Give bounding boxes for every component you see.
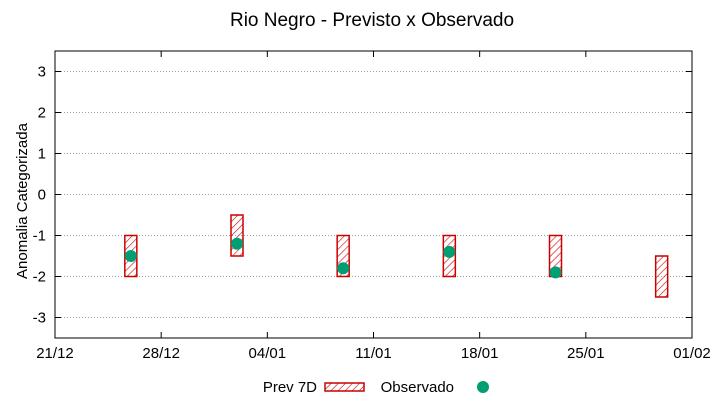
x-tick-label: 25/01 [567,345,605,362]
x-tick-label: 04/01 [249,345,287,362]
y-tick-label: -3 [33,310,46,327]
plot-frame [54,50,693,339]
y-tick-label: -2 [33,269,46,286]
x-tick-label: 28/12 [142,345,180,362]
y-tick-label: 3 [38,64,46,81]
x-tick-label: 21/12 [36,345,74,362]
forecast-range-bar [654,255,669,298]
forecast-range-bar [230,214,244,257]
observed-point [443,245,456,258]
y-axis-label: Anomalia Categorizada [14,122,31,279]
observed-point [124,250,137,262]
x-tick-label: 11/01 [355,345,391,362]
legend-swatch-prev-7d [324,382,365,392]
y-tick-label: 1 [38,146,46,163]
legend-label-prev-7d: Prev 7D [263,379,317,396]
observed-point [231,237,243,250]
y-tick-label: 0 [38,187,46,204]
observed-point [549,266,562,279]
x-tick-label: 18/01 [461,345,499,362]
data-marks [124,214,669,298]
gridlines [55,71,692,318]
legend: Prev 7D Observado [263,379,489,396]
axis-ticks: 3 2 1 0 -1 -2 -3 21/12 28/12 04/01 11/01 18/01 25/01… [33,51,711,362]
x-tick-label: 01/02 [673,345,711,362]
y-tick-label: 2 [38,105,46,122]
y-tick-label: -1 [33,228,46,245]
legend-label-observado: Observado [381,379,454,396]
observed-point [337,262,350,275]
chart-title: Rio Negro - Previsto x Observado [230,10,514,31]
legend-marker-observado [477,381,489,393]
